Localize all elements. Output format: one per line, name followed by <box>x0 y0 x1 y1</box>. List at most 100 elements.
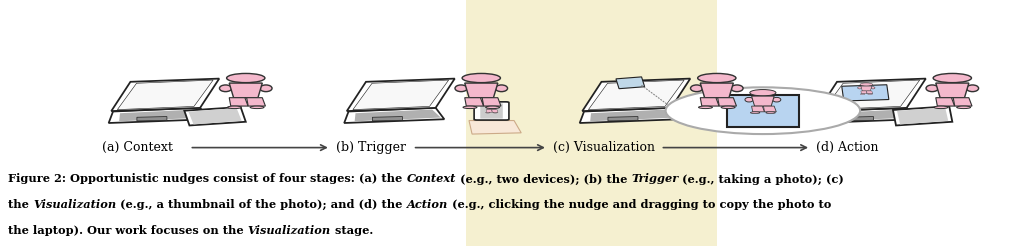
Polygon shape <box>247 98 265 106</box>
Polygon shape <box>347 79 455 111</box>
Polygon shape <box>590 109 676 121</box>
FancyBboxPatch shape <box>727 95 799 127</box>
Polygon shape <box>118 80 213 110</box>
Ellipse shape <box>219 85 231 92</box>
Ellipse shape <box>871 87 874 89</box>
Text: (e.g., two devices); (b) the: (e.g., two devices); (b) the <box>456 173 631 184</box>
Polygon shape <box>465 98 483 106</box>
Polygon shape <box>465 83 498 98</box>
Ellipse shape <box>463 106 477 108</box>
Text: (b) Trigger: (b) Trigger <box>336 141 406 154</box>
Text: the: the <box>8 199 33 210</box>
Polygon shape <box>229 98 248 106</box>
Text: (e.g., a thumbnail of the photo); and (d) the: (e.g., a thumbnail of the photo); and (d… <box>116 199 407 210</box>
Ellipse shape <box>250 106 264 108</box>
Ellipse shape <box>967 85 979 92</box>
Text: Visualization: Visualization <box>33 199 116 210</box>
Polygon shape <box>486 109 493 112</box>
Ellipse shape <box>721 106 735 108</box>
Text: (e.g., clicking the nudge and dragging to copy the photo to: (e.g., clicking the nudge and dragging t… <box>447 199 831 210</box>
FancyBboxPatch shape <box>466 0 717 246</box>
Ellipse shape <box>497 105 500 108</box>
Ellipse shape <box>493 112 498 113</box>
Circle shape <box>860 83 872 86</box>
Ellipse shape <box>227 106 242 108</box>
Polygon shape <box>353 80 449 110</box>
Text: Figure 2: Opportunistic nudges consist of four stages: (a) the: Figure 2: Opportunistic nudges consist o… <box>8 173 407 184</box>
Polygon shape <box>825 109 911 121</box>
Polygon shape <box>764 106 776 112</box>
Text: Context: Context <box>407 173 456 184</box>
Circle shape <box>485 102 498 105</box>
Ellipse shape <box>751 112 760 113</box>
Ellipse shape <box>956 106 971 108</box>
Polygon shape <box>893 106 952 125</box>
Text: Visualization: Visualization <box>248 225 331 236</box>
Ellipse shape <box>858 87 861 89</box>
Polygon shape <box>752 96 774 106</box>
Circle shape <box>933 74 972 83</box>
Polygon shape <box>752 106 765 112</box>
Polygon shape <box>844 117 873 121</box>
Polygon shape <box>354 109 440 121</box>
Polygon shape <box>700 98 719 106</box>
Polygon shape <box>184 107 246 125</box>
Circle shape <box>666 87 860 134</box>
Polygon shape <box>482 98 501 106</box>
Polygon shape <box>583 79 690 111</box>
Ellipse shape <box>455 85 467 92</box>
Polygon shape <box>486 105 497 109</box>
Polygon shape <box>188 108 242 124</box>
Polygon shape <box>718 98 736 106</box>
Text: the laptop). Our work focuses on the: the laptop). Our work focuses on the <box>8 225 248 236</box>
Polygon shape <box>580 108 680 123</box>
Polygon shape <box>344 108 444 123</box>
Polygon shape <box>589 80 684 110</box>
Text: (d) Action: (d) Action <box>816 141 879 154</box>
Ellipse shape <box>698 106 713 108</box>
Ellipse shape <box>260 85 272 92</box>
Ellipse shape <box>485 106 500 108</box>
Ellipse shape <box>690 85 702 92</box>
Polygon shape <box>815 108 915 123</box>
Text: (a) Context: (a) Context <box>102 141 173 154</box>
Polygon shape <box>700 83 733 98</box>
FancyBboxPatch shape <box>480 103 503 119</box>
FancyBboxPatch shape <box>474 102 509 120</box>
Polygon shape <box>616 77 645 89</box>
Ellipse shape <box>483 105 486 108</box>
Polygon shape <box>373 117 402 121</box>
Polygon shape <box>936 98 954 106</box>
Circle shape <box>750 90 776 96</box>
Polygon shape <box>109 108 209 123</box>
Circle shape <box>697 74 736 83</box>
Text: Action: Action <box>407 199 447 210</box>
Polygon shape <box>469 121 521 134</box>
Circle shape <box>226 74 265 83</box>
Polygon shape <box>137 117 167 121</box>
Polygon shape <box>608 117 638 121</box>
Ellipse shape <box>744 97 754 102</box>
Text: (e.g., taking a photo); (c): (e.g., taking a photo); (c) <box>679 173 845 184</box>
Polygon shape <box>897 107 948 124</box>
Polygon shape <box>866 91 872 94</box>
Ellipse shape <box>731 85 743 92</box>
Polygon shape <box>861 91 867 94</box>
Ellipse shape <box>934 106 948 108</box>
Ellipse shape <box>772 97 781 102</box>
Polygon shape <box>953 98 972 106</box>
Ellipse shape <box>496 85 508 92</box>
Ellipse shape <box>485 112 490 113</box>
Circle shape <box>462 74 501 83</box>
Polygon shape <box>119 109 205 121</box>
Polygon shape <box>842 85 889 101</box>
Ellipse shape <box>926 85 938 92</box>
Text: stage.: stage. <box>331 225 373 236</box>
Polygon shape <box>861 86 871 91</box>
Polygon shape <box>936 83 969 98</box>
Text: (c) Visualization: (c) Visualization <box>553 141 655 154</box>
Polygon shape <box>492 109 498 112</box>
Polygon shape <box>112 79 219 111</box>
Text: Trigger: Trigger <box>631 173 679 184</box>
Ellipse shape <box>766 112 775 113</box>
